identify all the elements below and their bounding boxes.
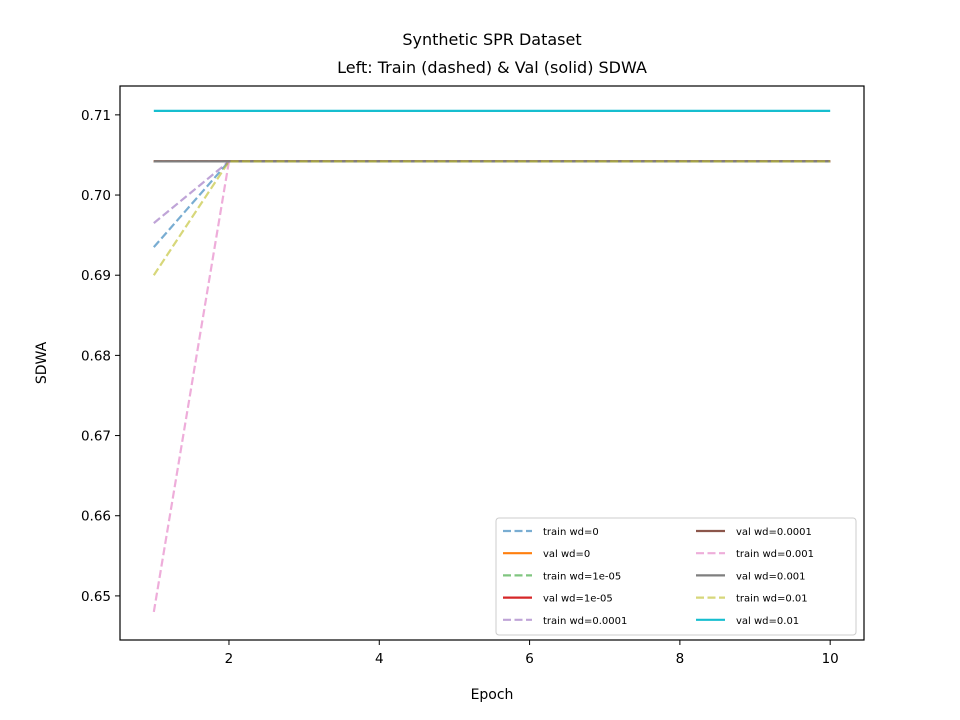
chart-subtitle: Left: Train (dashed) & Val (solid) SDWA [337,58,647,77]
legend-box [495,517,857,636]
x-tick-label: 4 [375,651,384,667]
x-axis-label: Epoch [471,687,514,703]
axes-frame [119,85,865,641]
y-axis-label: SDWA [34,341,50,384]
legend-label: val wd=0.0001 [736,527,812,538]
legend-label: val wd=1e-05 [543,594,613,605]
plot-area [119,85,865,641]
x-tick-label: 2 [225,651,234,667]
series-line-8 [152,160,831,276]
legend-label: train wd=0 [543,527,599,538]
y-tick-label: 0.71 [81,108,111,124]
series-line-0 [152,160,831,248]
legend: train wd=0 val wd=0 train wd=1e-05 val wd=1… [495,517,857,636]
legend-label: val wd=0.001 [736,571,806,582]
y-tick-label: 0.69 [81,268,111,284]
x-tick-label: 6 [525,651,534,667]
y-tick-label: 0.67 [81,429,111,445]
y-tick-label: 0.65 [81,589,111,605]
legend-label: val wd=0 [543,549,590,560]
y-tick-label: 0.68 [81,348,111,364]
legend-label: train wd=0.0001 [543,616,627,627]
legend-label: train wd=0.001 [736,549,814,560]
x-tick-label: 8 [676,651,685,667]
legend-label: train wd=0.01 [736,594,808,605]
legend-label: train wd=1e-05 [543,571,621,582]
y-axis: 0.65 0.66 0.67 0.68 0.69 0.70 0.71 [81,108,120,605]
chart-title: Synthetic SPR Dataset [402,30,581,49]
series-line-4 [153,160,831,224]
x-tick-label: 10 [822,651,839,667]
x-axis: 2 4 6 8 10 [225,640,839,667]
y-tick-label: 0.66 [81,509,111,525]
y-tick-label: 0.70 [81,188,111,204]
legend-label: val wd=0.01 [736,616,799,627]
